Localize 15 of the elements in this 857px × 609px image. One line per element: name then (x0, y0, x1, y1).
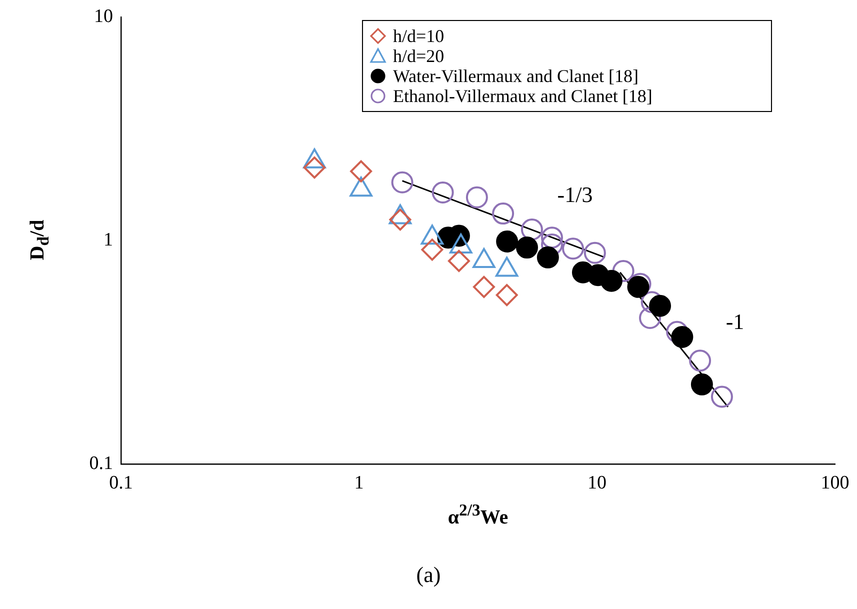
y-tick-label: 10 (94, 6, 113, 27)
x-axis-title: α$^{2/3}$We (448, 500, 508, 530)
x-tick-label: 1 (354, 472, 364, 494)
legend-label: h/d=20 (393, 46, 444, 66)
legend-label: Water-Villermaux and Clanet [18] (393, 66, 639, 86)
text: (a) (415, 562, 442, 588)
x-tick-label: 10 (588, 472, 606, 494)
y-tick-label: 0.1 (89, 452, 113, 474)
legend-label: Ethanol-Villermaux and Clanet [18] (393, 86, 652, 106)
annotation: -1 (726, 309, 744, 335)
legend-label: h/d=10 (393, 26, 444, 46)
x-tick-label: 0.1 (109, 472, 133, 494)
annotation: -1/3 (557, 182, 593, 208)
x-tick-label: 100 (820, 472, 850, 494)
y-tick-label: 1 (104, 229, 113, 250)
